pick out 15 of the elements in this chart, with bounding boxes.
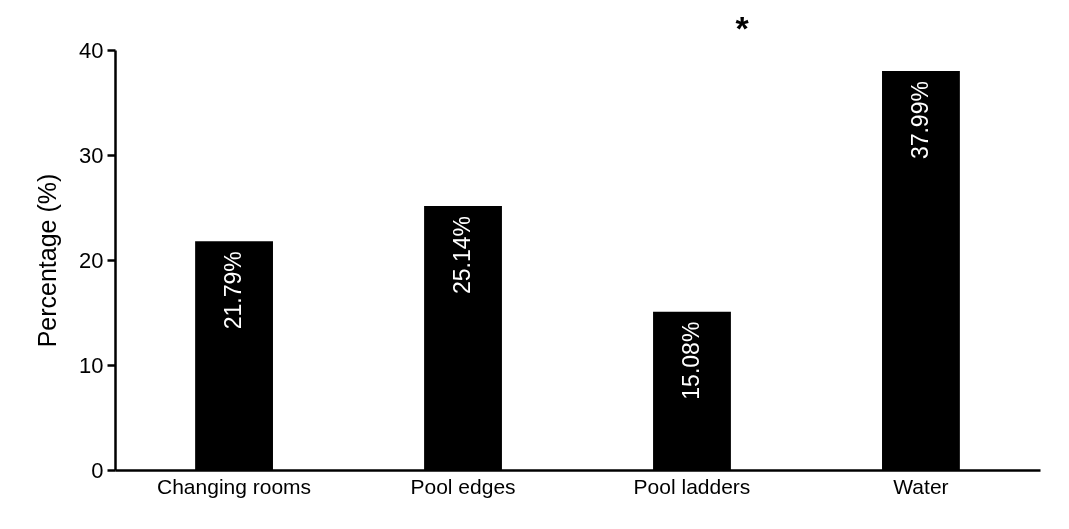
x-tick-label: Pool ladders bbox=[633, 474, 751, 498]
data-label: 37.99% bbox=[906, 81, 933, 160]
y-tick-label: 10 bbox=[79, 352, 104, 378]
text: * bbox=[735, 9, 750, 47]
x-tick-label: Changing rooms bbox=[157, 474, 312, 498]
x-tick-label: Water bbox=[893, 474, 949, 498]
y-tick-label: 0 bbox=[91, 457, 104, 483]
data-label: 25.14% bbox=[449, 216, 476, 295]
y-tick-label: 30 bbox=[79, 142, 104, 168]
x-tick-label: Pool edges bbox=[410, 474, 516, 498]
y-tick-label: 40 bbox=[79, 37, 104, 63]
y-axis-title: Percentage (%) bbox=[33, 173, 62, 348]
data-label: 21.79% bbox=[220, 251, 247, 330]
data-label: 15.08% bbox=[677, 321, 704, 400]
y-tick-label: 20 bbox=[79, 247, 104, 273]
